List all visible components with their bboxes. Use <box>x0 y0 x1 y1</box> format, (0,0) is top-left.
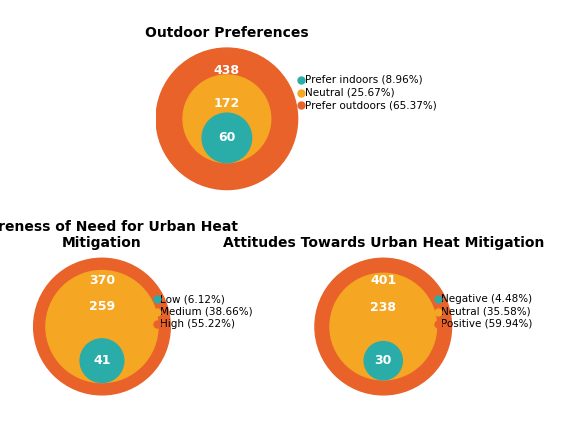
Circle shape <box>364 342 402 380</box>
Circle shape <box>46 271 158 382</box>
Circle shape <box>80 339 124 382</box>
Text: Outdoor Preferences: Outdoor Preferences <box>145 25 309 40</box>
Text: 41: 41 <box>93 354 111 367</box>
Text: Neutral (35.58%): Neutral (35.58%) <box>441 307 531 316</box>
Text: 238: 238 <box>370 302 396 314</box>
Circle shape <box>315 258 452 395</box>
Text: High (55.22%): High (55.22%) <box>160 319 235 329</box>
Text: 30: 30 <box>375 354 392 367</box>
Circle shape <box>34 258 170 395</box>
Text: 172: 172 <box>214 97 240 110</box>
Circle shape <box>183 75 271 163</box>
Text: 401: 401 <box>370 274 397 287</box>
Circle shape <box>330 273 436 380</box>
Text: Low (6.12%): Low (6.12%) <box>160 294 225 304</box>
Text: 370: 370 <box>89 274 115 287</box>
Text: Attitudes Towards Urban Heat Mitigation: Attitudes Towards Urban Heat Mitigation <box>223 236 544 250</box>
Text: Prefer indoors (8.96%): Prefer indoors (8.96%) <box>305 75 422 85</box>
Circle shape <box>202 113 251 163</box>
Text: Prefer outdoors (65.37%): Prefer outdoors (65.37%) <box>305 100 436 110</box>
Text: Negative (4.48%): Negative (4.48%) <box>441 294 533 304</box>
Text: Awareness of Need for Urban Heat
Mitigation: Awareness of Need for Urban Heat Mitigat… <box>0 220 238 250</box>
Text: Positive (59.94%): Positive (59.94%) <box>441 319 533 329</box>
Circle shape <box>156 48 297 190</box>
Text: Medium (38.66%): Medium (38.66%) <box>160 307 253 316</box>
Text: 438: 438 <box>214 64 240 77</box>
Text: Neutral (25.67%): Neutral (25.67%) <box>305 88 394 98</box>
Text: 259: 259 <box>89 300 115 313</box>
Text: 60: 60 <box>218 132 235 144</box>
